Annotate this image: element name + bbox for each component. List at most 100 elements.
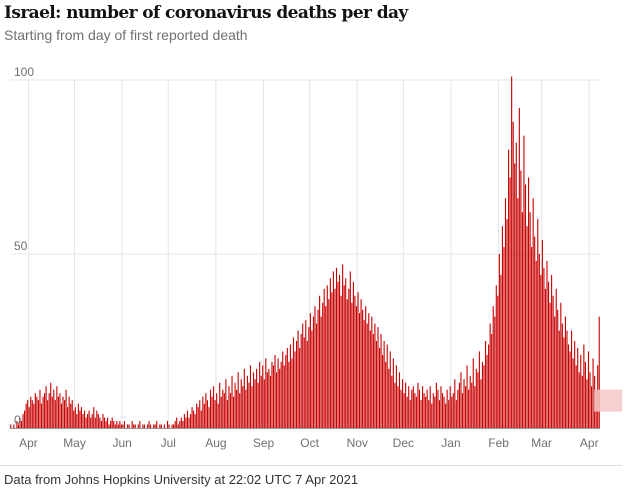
bar [183, 414, 185, 428]
bar [458, 382, 460, 428]
bar [466, 365, 468, 428]
bar [328, 299, 330, 428]
bar [388, 368, 390, 428]
bar [402, 379, 404, 428]
bar [532, 198, 534, 428]
bar [414, 393, 416, 428]
bar [116, 421, 118, 428]
bar [40, 403, 43, 428]
bar [68, 396, 70, 428]
bar [199, 400, 201, 428]
bar [180, 417, 182, 428]
bar [65, 389, 67, 428]
bar [163, 424, 165, 428]
bar [128, 424, 130, 428]
bar [216, 393, 218, 428]
last-value-highlight [594, 389, 623, 412]
bar [477, 372, 479, 428]
bar [252, 372, 255, 428]
bar [185, 417, 187, 428]
bar [82, 414, 84, 428]
bar [36, 396, 38, 428]
bar [85, 417, 87, 428]
bar [137, 424, 139, 428]
bar [409, 400, 411, 428]
bar [357, 292, 359, 428]
bar [363, 320, 365, 428]
x-tick-label: Dec [393, 436, 414, 450]
bar [349, 271, 351, 428]
bar [208, 407, 210, 428]
bar [79, 410, 81, 428]
bar [19, 417, 21, 428]
bar [426, 389, 428, 428]
bar [334, 288, 336, 428]
bar [259, 361, 261, 428]
bar [478, 351, 480, 428]
bar [474, 386, 476, 428]
bar [325, 306, 327, 428]
bar [182, 421, 184, 428]
bar [77, 403, 79, 428]
bar [156, 421, 158, 428]
bar [53, 389, 55, 428]
bar [475, 368, 477, 428]
bar [429, 386, 431, 428]
bar [171, 424, 173, 428]
bar [365, 306, 367, 428]
bar [535, 260, 537, 428]
bar [488, 344, 490, 428]
deaths-bar-chart: 0 50 100 Apr May Jun Jul Aug Sep Oct Nov Dec Jan Feb M… [10, 65, 623, 450]
bar [515, 142, 517, 428]
bar [314, 306, 316, 428]
bar [87, 414, 89, 428]
bar [471, 382, 473, 428]
bar [228, 386, 230, 428]
bar [211, 396, 213, 428]
bar [587, 351, 590, 428]
bar [495, 285, 497, 428]
bar [42, 396, 44, 428]
bar [67, 407, 69, 428]
bar [229, 393, 232, 428]
bar [308, 327, 310, 428]
bar [57, 396, 59, 428]
bar [31, 400, 33, 428]
bar [296, 341, 298, 428]
bar [451, 396, 453, 428]
bar [25, 403, 27, 428]
bar [435, 382, 437, 428]
bar [329, 278, 331, 428]
bar [94, 417, 96, 428]
bar [358, 313, 361, 428]
bar [13, 424, 15, 428]
bar [236, 389, 238, 428]
bar [524, 184, 527, 428]
bar [56, 386, 58, 428]
bar [305, 320, 307, 428]
bar [317, 309, 319, 428]
bar [397, 386, 399, 428]
bar [243, 368, 245, 428]
bar [412, 386, 414, 428]
x-tick-label: Mar [531, 436, 552, 450]
bar [309, 313, 311, 428]
bar [251, 386, 253, 428]
bar [63, 400, 66, 428]
bar [371, 316, 373, 428]
bar [10, 424, 12, 428]
bar [134, 424, 136, 428]
bar [503, 247, 505, 428]
bar [514, 163, 516, 428]
x-tick-label: Apr [580, 436, 599, 450]
bar [546, 260, 548, 428]
bar [123, 421, 126, 428]
bar [44, 393, 46, 428]
bar [547, 281, 550, 428]
bar [445, 403, 447, 428]
bar [395, 365, 397, 428]
bar [566, 330, 568, 428]
bar [37, 400, 39, 428]
bar [271, 361, 273, 428]
bar [297, 330, 299, 428]
